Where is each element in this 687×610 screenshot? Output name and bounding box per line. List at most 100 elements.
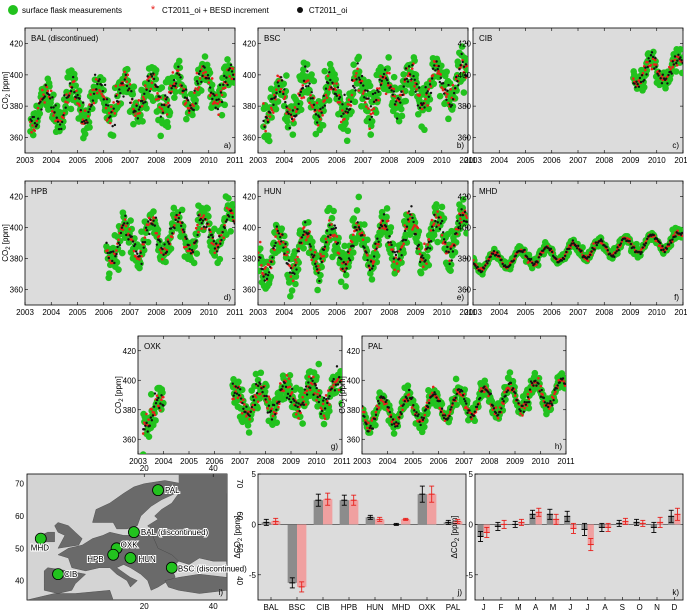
besd-point <box>440 86 444 89</box>
flask-point <box>531 369 539 377</box>
besd-point <box>371 111 375 115</box>
besd-point <box>270 108 274 112</box>
ct-point <box>393 251 397 254</box>
besd-point <box>292 118 296 121</box>
besd-point <box>413 84 416 88</box>
panel-e-group: 2003 2004 2005 2006 2007 2008 2009 2010 20113603… <box>243 180 477 317</box>
panel-a-ytick-label: 400 <box>10 71 24 80</box>
besd-point <box>658 244 662 247</box>
flask-point <box>172 88 179 96</box>
flask-point <box>337 368 342 375</box>
panel-f-letter: f) <box>674 293 679 302</box>
besd-point <box>112 101 115 104</box>
ct-point <box>197 72 201 75</box>
besd-point <box>406 74 410 78</box>
panel-g-xtick-label: 2006 <box>206 457 224 466</box>
ct-point <box>201 74 204 78</box>
flask-point <box>244 422 252 429</box>
ct-point <box>643 244 647 247</box>
besd-point <box>435 64 438 67</box>
ct-point <box>172 78 176 82</box>
besd-point <box>253 394 257 397</box>
ct-point <box>434 69 437 72</box>
ct-point <box>500 258 503 261</box>
ct-point <box>66 96 69 99</box>
besd-point <box>297 417 300 420</box>
ct-point <box>463 73 467 77</box>
ct-point <box>377 90 380 94</box>
besd-point <box>390 420 394 424</box>
ct-point <box>139 251 142 254</box>
ct-point <box>201 219 205 222</box>
ct-point <box>331 81 334 84</box>
ct-point <box>230 209 233 212</box>
besd-point <box>641 71 645 75</box>
besd-point <box>439 73 442 76</box>
panel-g-xtick-label: 2007 <box>231 457 249 466</box>
flask-point <box>438 62 445 70</box>
ct-point <box>54 104 57 107</box>
flask-point <box>351 98 359 106</box>
besd-point <box>337 93 341 97</box>
ct-point <box>177 216 181 220</box>
ct-point <box>439 222 443 225</box>
ct-point <box>92 92 96 96</box>
besd-point <box>270 407 274 410</box>
ct-point <box>378 226 381 229</box>
ct-point <box>185 237 188 241</box>
flask-point <box>342 271 350 279</box>
ct-point <box>423 106 426 109</box>
flask-point <box>129 91 137 98</box>
ct-point <box>251 395 255 398</box>
besd-point <box>351 233 355 237</box>
legend-item-besd: * CT2011_oi + BESD increment <box>148 5 269 16</box>
ct-point <box>608 252 612 255</box>
flask-point <box>344 127 352 135</box>
ct-point <box>86 121 89 124</box>
besd-point <box>258 251 260 254</box>
besd-point <box>108 121 112 125</box>
ct-point <box>144 226 148 230</box>
panel-d-xtick-label: 2010 <box>200 308 218 317</box>
panel-g-xtick-label: 2010 <box>308 457 326 466</box>
panel-b-ytick-label: 360 <box>243 133 257 142</box>
ct-point <box>316 395 319 399</box>
panel-e-data <box>258 193 468 300</box>
ct-point <box>125 233 128 237</box>
besd-point <box>430 218 434 222</box>
ct-point <box>391 93 395 96</box>
flask-point <box>154 226 162 234</box>
besd-point <box>437 69 440 73</box>
besd-point <box>440 233 444 237</box>
besd-point <box>104 106 108 110</box>
ct-point <box>117 241 120 245</box>
ct-point <box>258 259 260 262</box>
flask-point <box>152 66 160 74</box>
ct-point <box>447 83 450 87</box>
ct-point <box>323 104 327 107</box>
besd-point <box>389 413 393 417</box>
besd-point <box>288 108 291 112</box>
ct-point <box>322 399 325 402</box>
besd-point <box>428 79 432 83</box>
panel-a-data <box>27 53 235 142</box>
flask-point <box>321 67 329 75</box>
besd-point <box>147 418 150 421</box>
ct-point <box>60 120 64 124</box>
ct-point <box>352 244 355 248</box>
besd-point <box>91 88 95 92</box>
besd-point <box>252 408 256 412</box>
besd-point <box>294 258 297 262</box>
ct-point <box>304 385 308 388</box>
besd-point <box>124 224 128 228</box>
ct-point <box>431 67 435 70</box>
ct-point <box>82 119 86 123</box>
ct-point <box>568 247 571 250</box>
ct-point <box>286 110 289 114</box>
ct-point <box>386 78 389 82</box>
besd-point <box>316 123 320 127</box>
ct-point <box>126 222 129 225</box>
panel-h-xtick-label: 2006 <box>430 457 448 466</box>
besd-point <box>308 101 311 105</box>
ct-point <box>127 238 130 241</box>
